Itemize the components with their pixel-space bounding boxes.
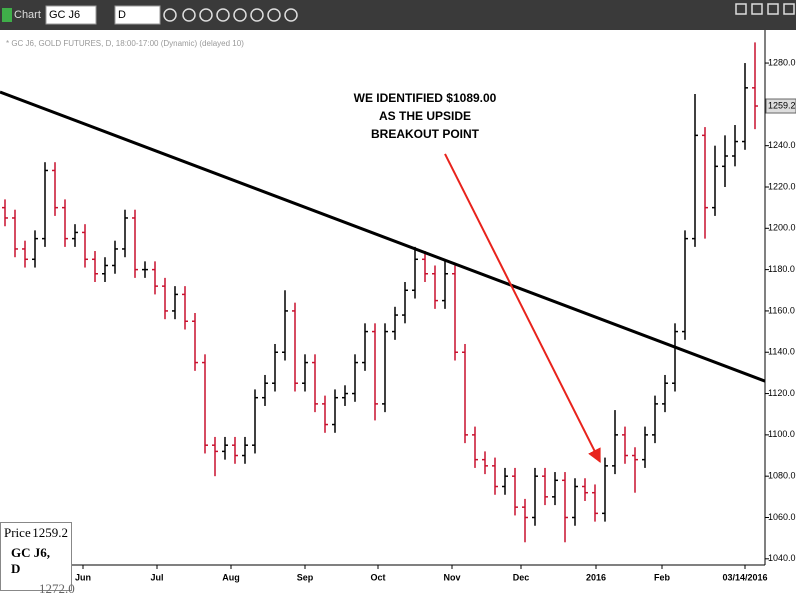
- app-icon: [2, 8, 12, 22]
- x-tick-label: Oct: [370, 572, 385, 582]
- y-tick-label: 1160.0: [768, 305, 795, 315]
- tool-icon[interactable]: [182, 8, 196, 22]
- price-value: 1259.2: [32, 525, 68, 540]
- price-marker-label: 1259.2: [768, 100, 796, 110]
- y-tick-label: 1240.0: [768, 140, 796, 150]
- annotation-line: BREAKOUT POINT: [371, 127, 480, 141]
- trendline: [0, 90, 766, 383]
- symbol-input[interactable]: [45, 5, 97, 25]
- tool-icon[interactable]: [267, 8, 281, 22]
- annotation-line: WE IDENTIFIED $1089.00: [354, 91, 497, 105]
- y-tick-label: 1120.0: [768, 388, 795, 398]
- window-button[interactable]: [751, 3, 763, 15]
- y-tick-label: 1080.0: [768, 471, 796, 481]
- x-tick-label: Aug: [222, 572, 240, 582]
- info-symbol: GC J6, D: [11, 545, 50, 576]
- symbol-text: GC J6: [49, 9, 80, 21]
- tool-icon[interactable]: [199, 8, 213, 22]
- x-tick-label: 03/14/2016: [722, 572, 767, 582]
- x-tick-label: Dec: [513, 572, 530, 582]
- toolbar-title: Chart: [14, 9, 41, 21]
- tool-icon[interactable]: [250, 8, 264, 22]
- interval-text: D: [118, 9, 126, 21]
- info-box: Price 1259.2 GC J6, D 1272.0: [0, 522, 75, 596]
- arrow: [444, 153, 601, 463]
- interval-input[interactable]: [114, 5, 161, 25]
- tool-icon[interactable]: [284, 8, 298, 22]
- y-tick-label: 1040.0: [768, 553, 796, 563]
- x-tick-label: Nov: [443, 572, 460, 582]
- x-tick-label: Jun: [75, 572, 91, 582]
- tool-icon[interactable]: [233, 8, 247, 22]
- toolbar-icons: Chart GC J6 D: [2, 3, 795, 25]
- window-button[interactable]: [767, 3, 779, 15]
- window-button[interactable]: [783, 3, 795, 15]
- y-tick-label: 1100.0: [768, 429, 795, 439]
- y-tick-label: 1180.0: [768, 264, 795, 274]
- window-button[interactable]: [735, 3, 747, 15]
- x-tick-label: Jul: [150, 572, 163, 582]
- x-tick-label: 2016: [586, 572, 606, 582]
- x-tick-label: Feb: [654, 572, 671, 582]
- y-tick-label: 1280.0: [768, 57, 796, 67]
- y-tick-label: 1200.0: [768, 223, 796, 233]
- price-label: Price: [4, 525, 31, 540]
- y-tick-label: 1220.0: [768, 181, 796, 191]
- tool-icon[interactable]: [216, 8, 230, 22]
- y-tick-label: 1060.0: [768, 512, 796, 522]
- annotation-line: AS THE UPSIDE: [379, 109, 471, 123]
- info-other: 1272.0: [39, 581, 75, 596]
- tool-icon[interactable]: [163, 8, 177, 22]
- price-row: Price 1259.2: [1, 523, 71, 543]
- y-tick-label: 1140.0: [768, 347, 795, 357]
- chart-subtitle: * GC J6, GOLD FUTURES, D, 18:00-17:00 (D…: [6, 39, 244, 48]
- toolbar: Chart GC J6 D: [0, 0, 796, 30]
- plot-area: [0, 30, 765, 565]
- x-tick-label: Sep: [297, 572, 314, 582]
- price-marker: [765, 98, 796, 114]
